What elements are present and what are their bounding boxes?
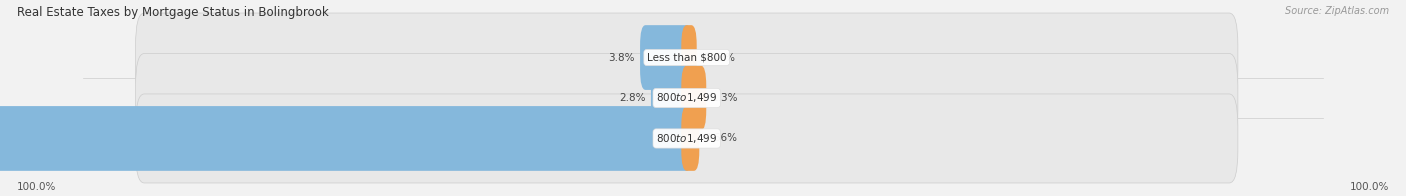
FancyBboxPatch shape xyxy=(651,66,692,130)
Text: Real Estate Taxes by Mortgage Status in Bolingbrook: Real Estate Taxes by Mortgage Status in … xyxy=(17,6,329,19)
FancyBboxPatch shape xyxy=(682,66,706,130)
Text: $800 to $1,499: $800 to $1,499 xyxy=(657,132,717,145)
Text: 0.66%: 0.66% xyxy=(704,133,738,143)
FancyBboxPatch shape xyxy=(682,25,697,90)
FancyBboxPatch shape xyxy=(0,106,692,171)
FancyBboxPatch shape xyxy=(135,94,1237,183)
Text: $800 to $1,499: $800 to $1,499 xyxy=(657,92,717,104)
Text: Less than $800: Less than $800 xyxy=(647,53,727,63)
Text: 3.8%: 3.8% xyxy=(609,53,634,63)
FancyBboxPatch shape xyxy=(135,13,1237,102)
Text: 1.3%: 1.3% xyxy=(711,93,738,103)
Text: 100.0%: 100.0% xyxy=(17,182,56,192)
Text: 0.42%: 0.42% xyxy=(702,53,735,63)
FancyBboxPatch shape xyxy=(640,25,692,90)
FancyBboxPatch shape xyxy=(135,54,1237,142)
Text: 100.0%: 100.0% xyxy=(1350,182,1389,192)
FancyBboxPatch shape xyxy=(682,106,699,171)
Text: Source: ZipAtlas.com: Source: ZipAtlas.com xyxy=(1285,6,1389,16)
Text: 2.8%: 2.8% xyxy=(619,93,645,103)
